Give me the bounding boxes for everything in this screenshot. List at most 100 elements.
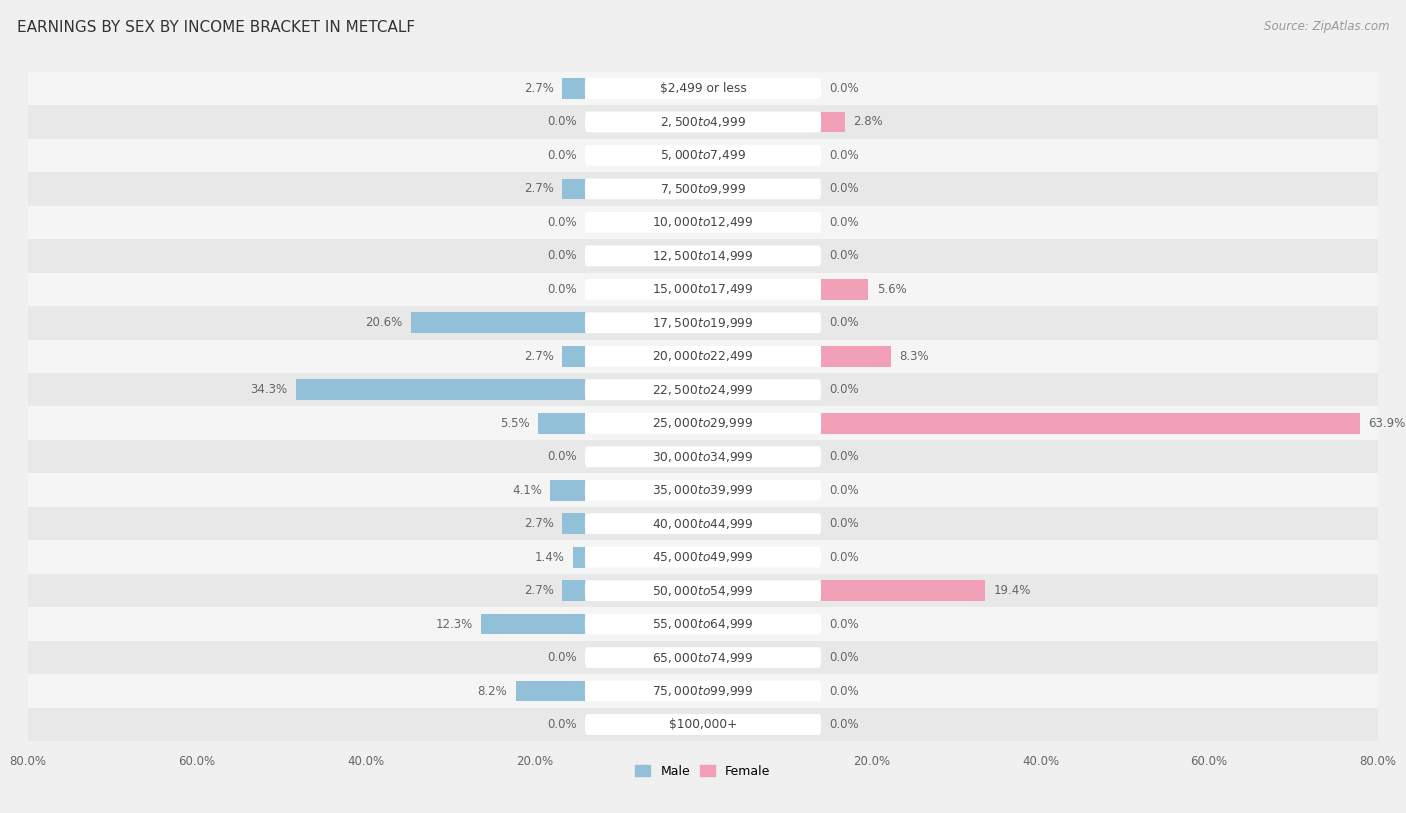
Text: 5.5%: 5.5%: [501, 417, 530, 430]
Text: $10,000 to $12,499: $10,000 to $12,499: [652, 215, 754, 229]
Text: $50,000 to $54,999: $50,000 to $54,999: [652, 584, 754, 598]
Text: 0.0%: 0.0%: [547, 718, 576, 731]
FancyBboxPatch shape: [585, 647, 821, 668]
Text: 0.0%: 0.0%: [547, 216, 576, 229]
Text: 0.0%: 0.0%: [830, 250, 859, 263]
Text: 0.0%: 0.0%: [830, 383, 859, 396]
Bar: [28, 272, 1378, 306]
Bar: [562, 346, 585, 367]
FancyBboxPatch shape: [585, 145, 821, 166]
Text: 2.7%: 2.7%: [524, 350, 554, 363]
FancyBboxPatch shape: [585, 614, 821, 634]
Bar: [28, 406, 1378, 440]
Bar: [538, 413, 585, 433]
Text: 8.3%: 8.3%: [900, 350, 929, 363]
Text: $17,500 to $19,999: $17,500 to $19,999: [652, 315, 754, 330]
Text: 8.2%: 8.2%: [478, 685, 508, 698]
Text: 0.0%: 0.0%: [830, 82, 859, 95]
Bar: [28, 641, 1378, 674]
Text: $12,500 to $14,999: $12,500 to $14,999: [652, 249, 754, 263]
Bar: [550, 480, 585, 501]
Bar: [821, 580, 984, 601]
Text: $35,000 to $39,999: $35,000 to $39,999: [652, 483, 754, 498]
Bar: [28, 373, 1378, 406]
FancyBboxPatch shape: [585, 279, 821, 300]
Text: $55,000 to $64,999: $55,000 to $64,999: [652, 617, 754, 631]
Text: 0.0%: 0.0%: [547, 450, 576, 463]
Bar: [821, 346, 891, 367]
Text: 0.0%: 0.0%: [830, 216, 859, 229]
Bar: [28, 473, 1378, 507]
FancyBboxPatch shape: [585, 346, 821, 367]
Bar: [574, 547, 585, 567]
Text: $5,000 to $7,499: $5,000 to $7,499: [659, 149, 747, 163]
Text: 2.7%: 2.7%: [524, 584, 554, 597]
FancyBboxPatch shape: [585, 513, 821, 534]
Text: 0.0%: 0.0%: [547, 283, 576, 296]
Text: $2,499 or less: $2,499 or less: [659, 82, 747, 95]
Bar: [28, 507, 1378, 541]
FancyBboxPatch shape: [585, 580, 821, 601]
Text: 63.9%: 63.9%: [1368, 417, 1406, 430]
Bar: [28, 607, 1378, 641]
Text: 0.0%: 0.0%: [830, 450, 859, 463]
Text: 0.0%: 0.0%: [547, 115, 576, 128]
Bar: [28, 574, 1378, 607]
Text: $40,000 to $44,999: $40,000 to $44,999: [652, 517, 754, 531]
FancyBboxPatch shape: [585, 714, 821, 735]
Bar: [28, 105, 1378, 139]
Text: 0.0%: 0.0%: [830, 550, 859, 563]
Text: 0.0%: 0.0%: [830, 149, 859, 162]
Text: 0.0%: 0.0%: [547, 651, 576, 664]
Text: $25,000 to $29,999: $25,000 to $29,999: [652, 416, 754, 430]
FancyBboxPatch shape: [585, 179, 821, 199]
Bar: [821, 279, 869, 300]
Text: 0.0%: 0.0%: [547, 149, 576, 162]
Text: 34.3%: 34.3%: [250, 383, 287, 396]
Bar: [28, 172, 1378, 206]
FancyBboxPatch shape: [585, 547, 821, 567]
Bar: [28, 708, 1378, 741]
Bar: [562, 580, 585, 601]
Text: $75,000 to $99,999: $75,000 to $99,999: [652, 684, 754, 698]
FancyBboxPatch shape: [585, 446, 821, 467]
Text: 12.3%: 12.3%: [436, 618, 472, 631]
Text: $22,500 to $24,999: $22,500 to $24,999: [652, 383, 754, 397]
Bar: [562, 513, 585, 534]
FancyBboxPatch shape: [585, 680, 821, 702]
FancyBboxPatch shape: [585, 480, 821, 501]
Bar: [516, 680, 585, 702]
Bar: [562, 78, 585, 99]
FancyBboxPatch shape: [585, 246, 821, 266]
Bar: [28, 674, 1378, 708]
Bar: [821, 111, 845, 133]
Bar: [481, 614, 585, 634]
Bar: [295, 380, 585, 400]
Text: 0.0%: 0.0%: [830, 517, 859, 530]
Bar: [28, 206, 1378, 239]
Text: $45,000 to $49,999: $45,000 to $49,999: [652, 550, 754, 564]
Bar: [28, 440, 1378, 473]
Legend: Male, Female: Male, Female: [630, 759, 776, 783]
Text: 0.0%: 0.0%: [830, 484, 859, 497]
Text: 5.6%: 5.6%: [877, 283, 907, 296]
Text: $65,000 to $74,999: $65,000 to $74,999: [652, 650, 754, 664]
FancyBboxPatch shape: [585, 380, 821, 400]
Text: 0.0%: 0.0%: [830, 618, 859, 631]
Text: 2.7%: 2.7%: [524, 82, 554, 95]
Text: 20.6%: 20.6%: [366, 316, 402, 329]
Bar: [28, 340, 1378, 373]
Text: $30,000 to $34,999: $30,000 to $34,999: [652, 450, 754, 463]
Text: 2.7%: 2.7%: [524, 517, 554, 530]
Bar: [28, 306, 1378, 340]
FancyBboxPatch shape: [585, 78, 821, 99]
Text: 1.4%: 1.4%: [534, 550, 565, 563]
Text: $7,500 to $9,999: $7,500 to $9,999: [659, 182, 747, 196]
Text: 0.0%: 0.0%: [547, 250, 576, 263]
FancyBboxPatch shape: [585, 413, 821, 433]
Bar: [562, 179, 585, 199]
Text: 2.8%: 2.8%: [853, 115, 883, 128]
FancyBboxPatch shape: [585, 111, 821, 133]
Text: 0.0%: 0.0%: [830, 316, 859, 329]
Text: $15,000 to $17,499: $15,000 to $17,499: [652, 282, 754, 296]
